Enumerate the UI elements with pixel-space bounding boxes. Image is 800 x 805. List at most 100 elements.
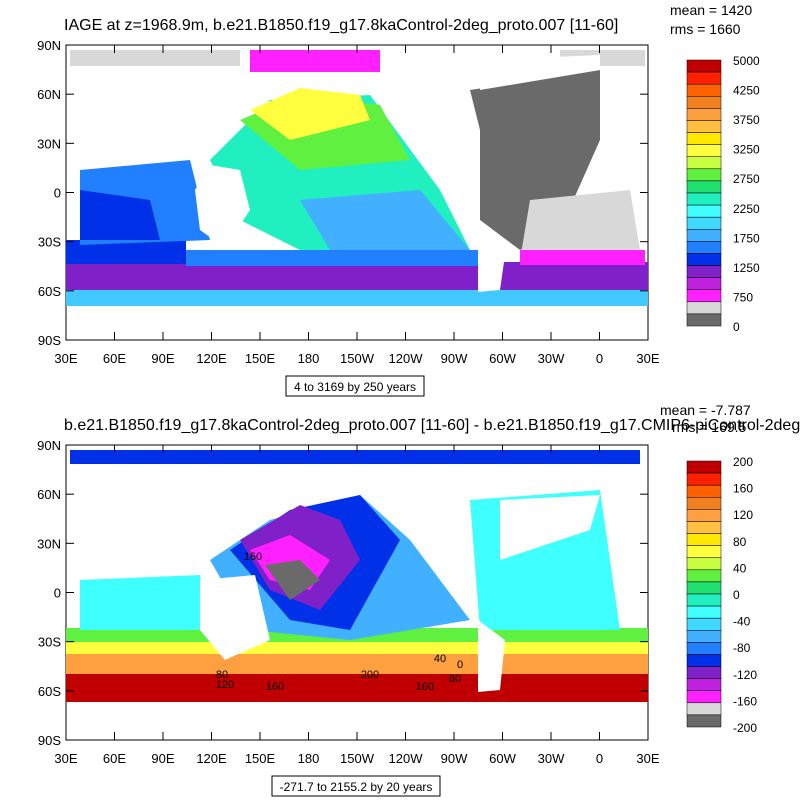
- y-tick-label: 60S: [38, 684, 61, 699]
- panel2-rms: rms = 169.5: [672, 419, 747, 435]
- x-tick-label: 120W: [389, 351, 424, 366]
- colorbar-label: 0: [733, 588, 740, 602]
- colorbar-label: -80: [733, 641, 751, 655]
- colorbar-label: -40: [733, 615, 751, 629]
- contour-label: 0: [457, 659, 463, 671]
- colorbar-swatch: [686, 509, 722, 522]
- panel2-y-axis: 90N 60N 30N 0 30S 60S 90S: [37, 438, 648, 748]
- colorbar-swatch: [686, 460, 722, 474]
- contour-label: 40: [434, 653, 446, 665]
- colorbar-swatch: [686, 289, 722, 303]
- panel1-title: IAGE at z=1968.9m, b.e21.B1850.f19_g17.8…: [64, 17, 618, 34]
- colorbar-label: 4250: [733, 84, 760, 98]
- x-tick-label: 150W: [340, 751, 375, 766]
- panel2-mean: mean = -7.787: [660, 402, 751, 418]
- colorbar-swatch: [686, 83, 722, 97]
- panel1-y-axis: 90N 60N 30N 0 30S 60S 90S: [37, 38, 648, 348]
- colorbar-label: 3750: [733, 113, 760, 127]
- colorbar-label: -120: [733, 668, 757, 682]
- x-tick-label: 150E: [245, 351, 276, 366]
- x-tick-label: 30E: [54, 751, 77, 766]
- contour-label: 200: [361, 669, 379, 681]
- colorbar-swatch: [686, 581, 722, 595]
- x-tick-label: 150E: [245, 751, 276, 766]
- colorbar-swatch: [686, 593, 722, 607]
- x-tick-label: 90W: [441, 351, 468, 366]
- colorbar-label: -200: [733, 721, 757, 735]
- panel1-mean: mean = 1420: [670, 2, 752, 18]
- colorbar-label: 2750: [733, 172, 760, 186]
- x-tick-label: 90E: [151, 351, 174, 366]
- colorbar-swatch: [686, 277, 722, 290]
- colorbar-swatch: [686, 216, 722, 230]
- colorbar-swatch: [686, 690, 722, 704]
- colorbar-label: 0: [733, 320, 740, 334]
- colorbar-label: 3250: [733, 143, 760, 157]
- colorbar-swatch: [686, 96, 722, 109]
- panel1-colorbar: 5000 4250 3750 3250 2750 2250 1750 1250 750 0: [686, 54, 760, 334]
- y-tick-label: 60N: [37, 87, 61, 102]
- x-tick-label: 120E: [196, 351, 227, 366]
- y-tick-label: 0: [54, 586, 61, 601]
- panel1-range-label: 4 to 3169 by 250 years: [294, 380, 416, 394]
- x-tick-label: 90W: [441, 751, 468, 766]
- colorbar-swatch: [686, 59, 722, 73]
- colorbar-swatch: [686, 168, 722, 182]
- contour-label: 80: [216, 669, 228, 681]
- contour-label: 160: [416, 681, 434, 693]
- x-tick-label: 60W: [489, 751, 516, 766]
- colorbar-swatch: [686, 192, 722, 206]
- x-tick-label: 120E: [196, 751, 227, 766]
- colorbar-swatch: [686, 108, 722, 121]
- x-tick-label: 180: [298, 351, 320, 366]
- y-tick-label: 30S: [38, 235, 61, 250]
- x-tick-label: 60E: [103, 751, 126, 766]
- colorbar-swatch: [686, 265, 722, 278]
- colorbar-label: 40: [733, 561, 747, 575]
- colorbar-swatch: [686, 241, 722, 254]
- colorbar-swatch: [686, 313, 722, 327]
- colorbar-label: 750: [733, 290, 753, 304]
- panel1-map: [65, 44, 649, 341]
- colorbar-label: 160: [733, 482, 753, 496]
- x-tick-label: 90E: [151, 751, 174, 766]
- colorbar-swatch: [686, 630, 722, 643]
- colorbar-swatch: [686, 497, 722, 510]
- contour-label: 80: [449, 673, 461, 685]
- panel2-x-axis: 30E 60E 90E 120E 150E 180 150W 120W 90W 60W 30W 0 30…: [54, 445, 660, 766]
- x-tick-label: 30E: [636, 751, 659, 766]
- panel1-rms: rms = 1660: [670, 21, 741, 37]
- y-tick-label: 30S: [38, 635, 61, 650]
- panel2-title: b.e21.B1850.f19_g17.8kaControl-2deg_prot…: [64, 417, 800, 434]
- colorbar-swatch: [686, 180, 722, 194]
- y-tick-label: 90S: [38, 333, 61, 348]
- colorbar-swatch: [686, 253, 722, 266]
- panel2-colorbar: 200 160 120 80 40 0 -40 -80 -120 -160 -200: [686, 455, 757, 735]
- colorbar-label: 5000: [733, 54, 760, 68]
- x-tick-label: 30E: [54, 351, 77, 366]
- colorbar-label: 2250: [733, 202, 760, 216]
- colorbar-swatch: [686, 132, 722, 145]
- y-tick-label: 90N: [37, 38, 61, 53]
- colorbar-label: -160: [733, 694, 757, 708]
- panel1-range-box: 4 to 3169 by 250 years: [285, 375, 425, 397]
- colorbar-swatch: [686, 714, 722, 728]
- colorbar-swatch: [686, 557, 722, 571]
- x-tick-label: 150W: [340, 351, 375, 366]
- colorbar-swatch: [686, 144, 722, 157]
- colorbar-swatch: [686, 484, 722, 498]
- x-tick-label: 0: [596, 751, 603, 766]
- colorbar-swatch: [686, 521, 722, 534]
- colorbar-swatch: [686, 605, 722, 619]
- colorbar-swatch: [686, 71, 722, 85]
- colorbar-swatch: [686, 156, 722, 170]
- panel2-range-label: -271.7 to 2155.2 by 20 years: [280, 780, 433, 794]
- colorbar-label: 1250: [733, 261, 760, 275]
- colorbar-swatch: [686, 533, 722, 546]
- x-tick-label: 180: [298, 751, 320, 766]
- y-tick-label: 0: [54, 186, 61, 201]
- x-tick-label: 30W: [538, 351, 565, 366]
